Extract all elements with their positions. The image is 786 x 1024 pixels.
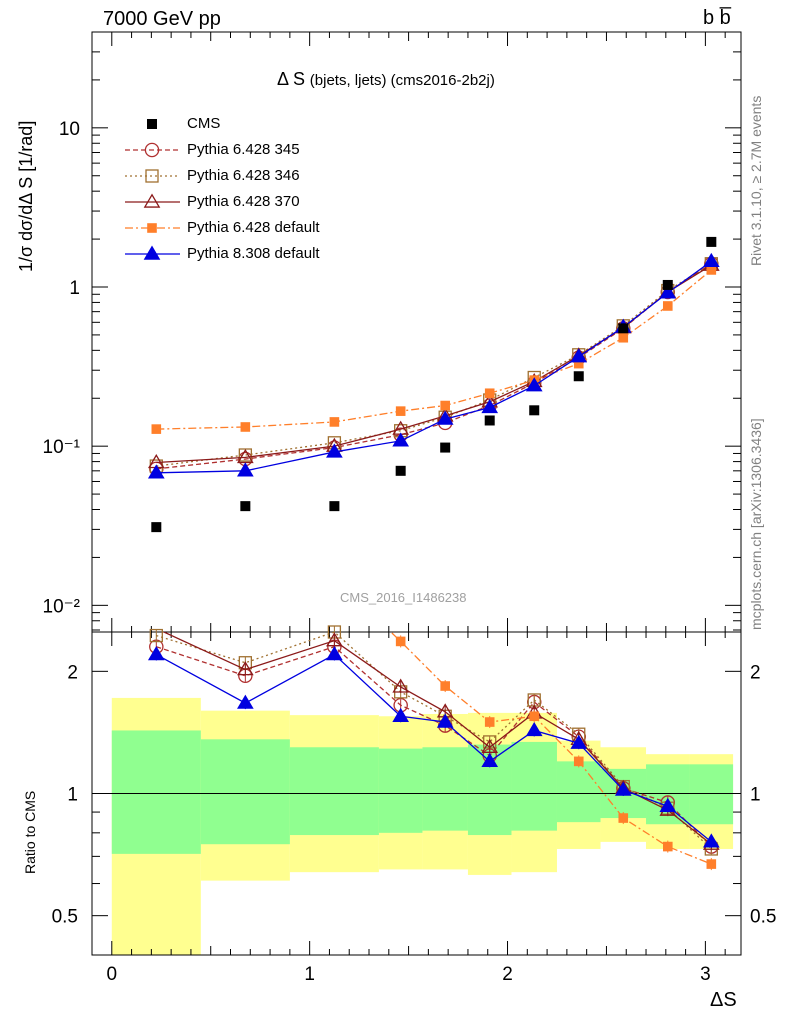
x-tick-label: 2 <box>502 964 513 985</box>
series-line-ratio <box>156 632 712 850</box>
legend-marker <box>144 142 160 158</box>
series-point-main <box>525 377 543 392</box>
ratio-band-inner <box>200 739 290 845</box>
x-tick-label: 1 <box>304 964 315 985</box>
series-line-main <box>156 260 712 474</box>
series-point-main <box>573 358 584 369</box>
series-point-main <box>151 424 162 434</box>
series-point-main <box>481 399 499 414</box>
rivet-version-label: Rivet 3.1.10, ≥ 2.7M events <box>748 95 764 266</box>
chart-title: Δ S (bjets, ljets) (cms2016-2b2j) <box>277 70 495 88</box>
y-tick-label: 10 <box>59 119 80 140</box>
y-tick-label: 10⁻² <box>43 596 81 617</box>
ratio-tick-label-right: 1 <box>750 785 761 806</box>
cms-data-point <box>706 236 717 247</box>
cms-data-point <box>529 405 540 416</box>
header-right-label: b b̅ <box>703 7 731 29</box>
cms-data-point <box>440 442 451 453</box>
legend-label: Pythia 6.428 346 <box>187 167 300 184</box>
cms-data-point <box>329 501 340 512</box>
series-line-main <box>156 263 712 470</box>
series-point-main <box>436 410 454 425</box>
ratio-band-inner <box>689 764 734 825</box>
series-point-main <box>147 464 165 479</box>
legend-label: Pythia 8.308 default <box>187 245 320 262</box>
ratio-tick-label-left: 0.5 <box>52 907 78 928</box>
series-point-main <box>662 301 673 311</box>
cms-data-point <box>395 465 406 476</box>
analysis-watermark: CMS_2016_I1486238 <box>340 590 467 605</box>
y-tick-label: 1 <box>69 278 80 299</box>
series-point-main <box>440 400 450 411</box>
series-point-main <box>392 432 410 447</box>
ratio-band-inner <box>511 741 557 831</box>
series-line-main <box>156 264 712 464</box>
ratio-band-inner <box>378 748 423 833</box>
series-point-main <box>484 388 495 399</box>
series-point-main <box>240 422 251 432</box>
series-point-main <box>329 417 340 427</box>
cms-data-point <box>662 279 673 290</box>
legend-marker <box>147 223 157 233</box>
legend-marker <box>143 193 161 208</box>
legend-label: Pythia 6.428 default <box>187 219 320 236</box>
legend-marker <box>143 245 161 260</box>
legend-label: Pythia 6.428 345 <box>187 141 300 158</box>
ratio-y-axis-label: Ratio to CMS <box>22 790 38 874</box>
chart-title-detail: (bjets, ljets) (cms2016-2b2j) <box>309 72 495 89</box>
series-point-main <box>659 284 677 299</box>
header-left-label: 7000 GeV pp <box>103 8 221 30</box>
cms-data-point <box>151 522 162 533</box>
series-point-main <box>395 406 406 416</box>
mcplots-credit-label: mcplots.cern.ch [arXiv:1306.3436] <box>748 418 764 630</box>
series-point-main <box>618 332 629 343</box>
legend-label: Pythia 6.428 370 <box>187 193 300 210</box>
y-tick-label: 10⁻¹ <box>43 437 81 458</box>
cms-data-point <box>240 501 251 512</box>
series-point-main <box>326 443 343 458</box>
series-point-main <box>237 462 254 477</box>
series-point-main <box>706 265 717 275</box>
series-point-main <box>702 252 720 268</box>
y-axis-label: 1/σ dσ/dΔ S [1/rad] <box>16 120 36 272</box>
ratio-tick-label-left: 1 <box>67 785 78 806</box>
ratio-band-inner <box>111 730 201 854</box>
ratio-band-inner <box>422 747 468 831</box>
legend-label-cms: CMS <box>187 115 221 132</box>
cms-data-point <box>484 415 495 426</box>
x-tick-label: 0 <box>106 964 117 985</box>
ratio-band-inner <box>556 761 601 823</box>
x-tick-label: 3 <box>700 964 711 985</box>
ratio-tick-label-right: 2 <box>750 662 761 683</box>
x-axis-label: ΔS <box>710 989 737 1011</box>
series-line-main <box>156 263 712 467</box>
ratio-tick-label-left: 2 <box>67 662 78 683</box>
series-line-main <box>156 269 712 430</box>
cms-data-point <box>573 371 584 382</box>
ratio-tick-label-right: 0.5 <box>750 907 776 928</box>
chart-title-observable: Δ S <box>277 69 306 89</box>
ratio-band-inner <box>289 747 379 836</box>
cms-data-point <box>618 323 629 334</box>
legend-marker <box>145 169 159 183</box>
series-point-main <box>570 348 588 363</box>
legend-marker-cms <box>147 119 157 129</box>
